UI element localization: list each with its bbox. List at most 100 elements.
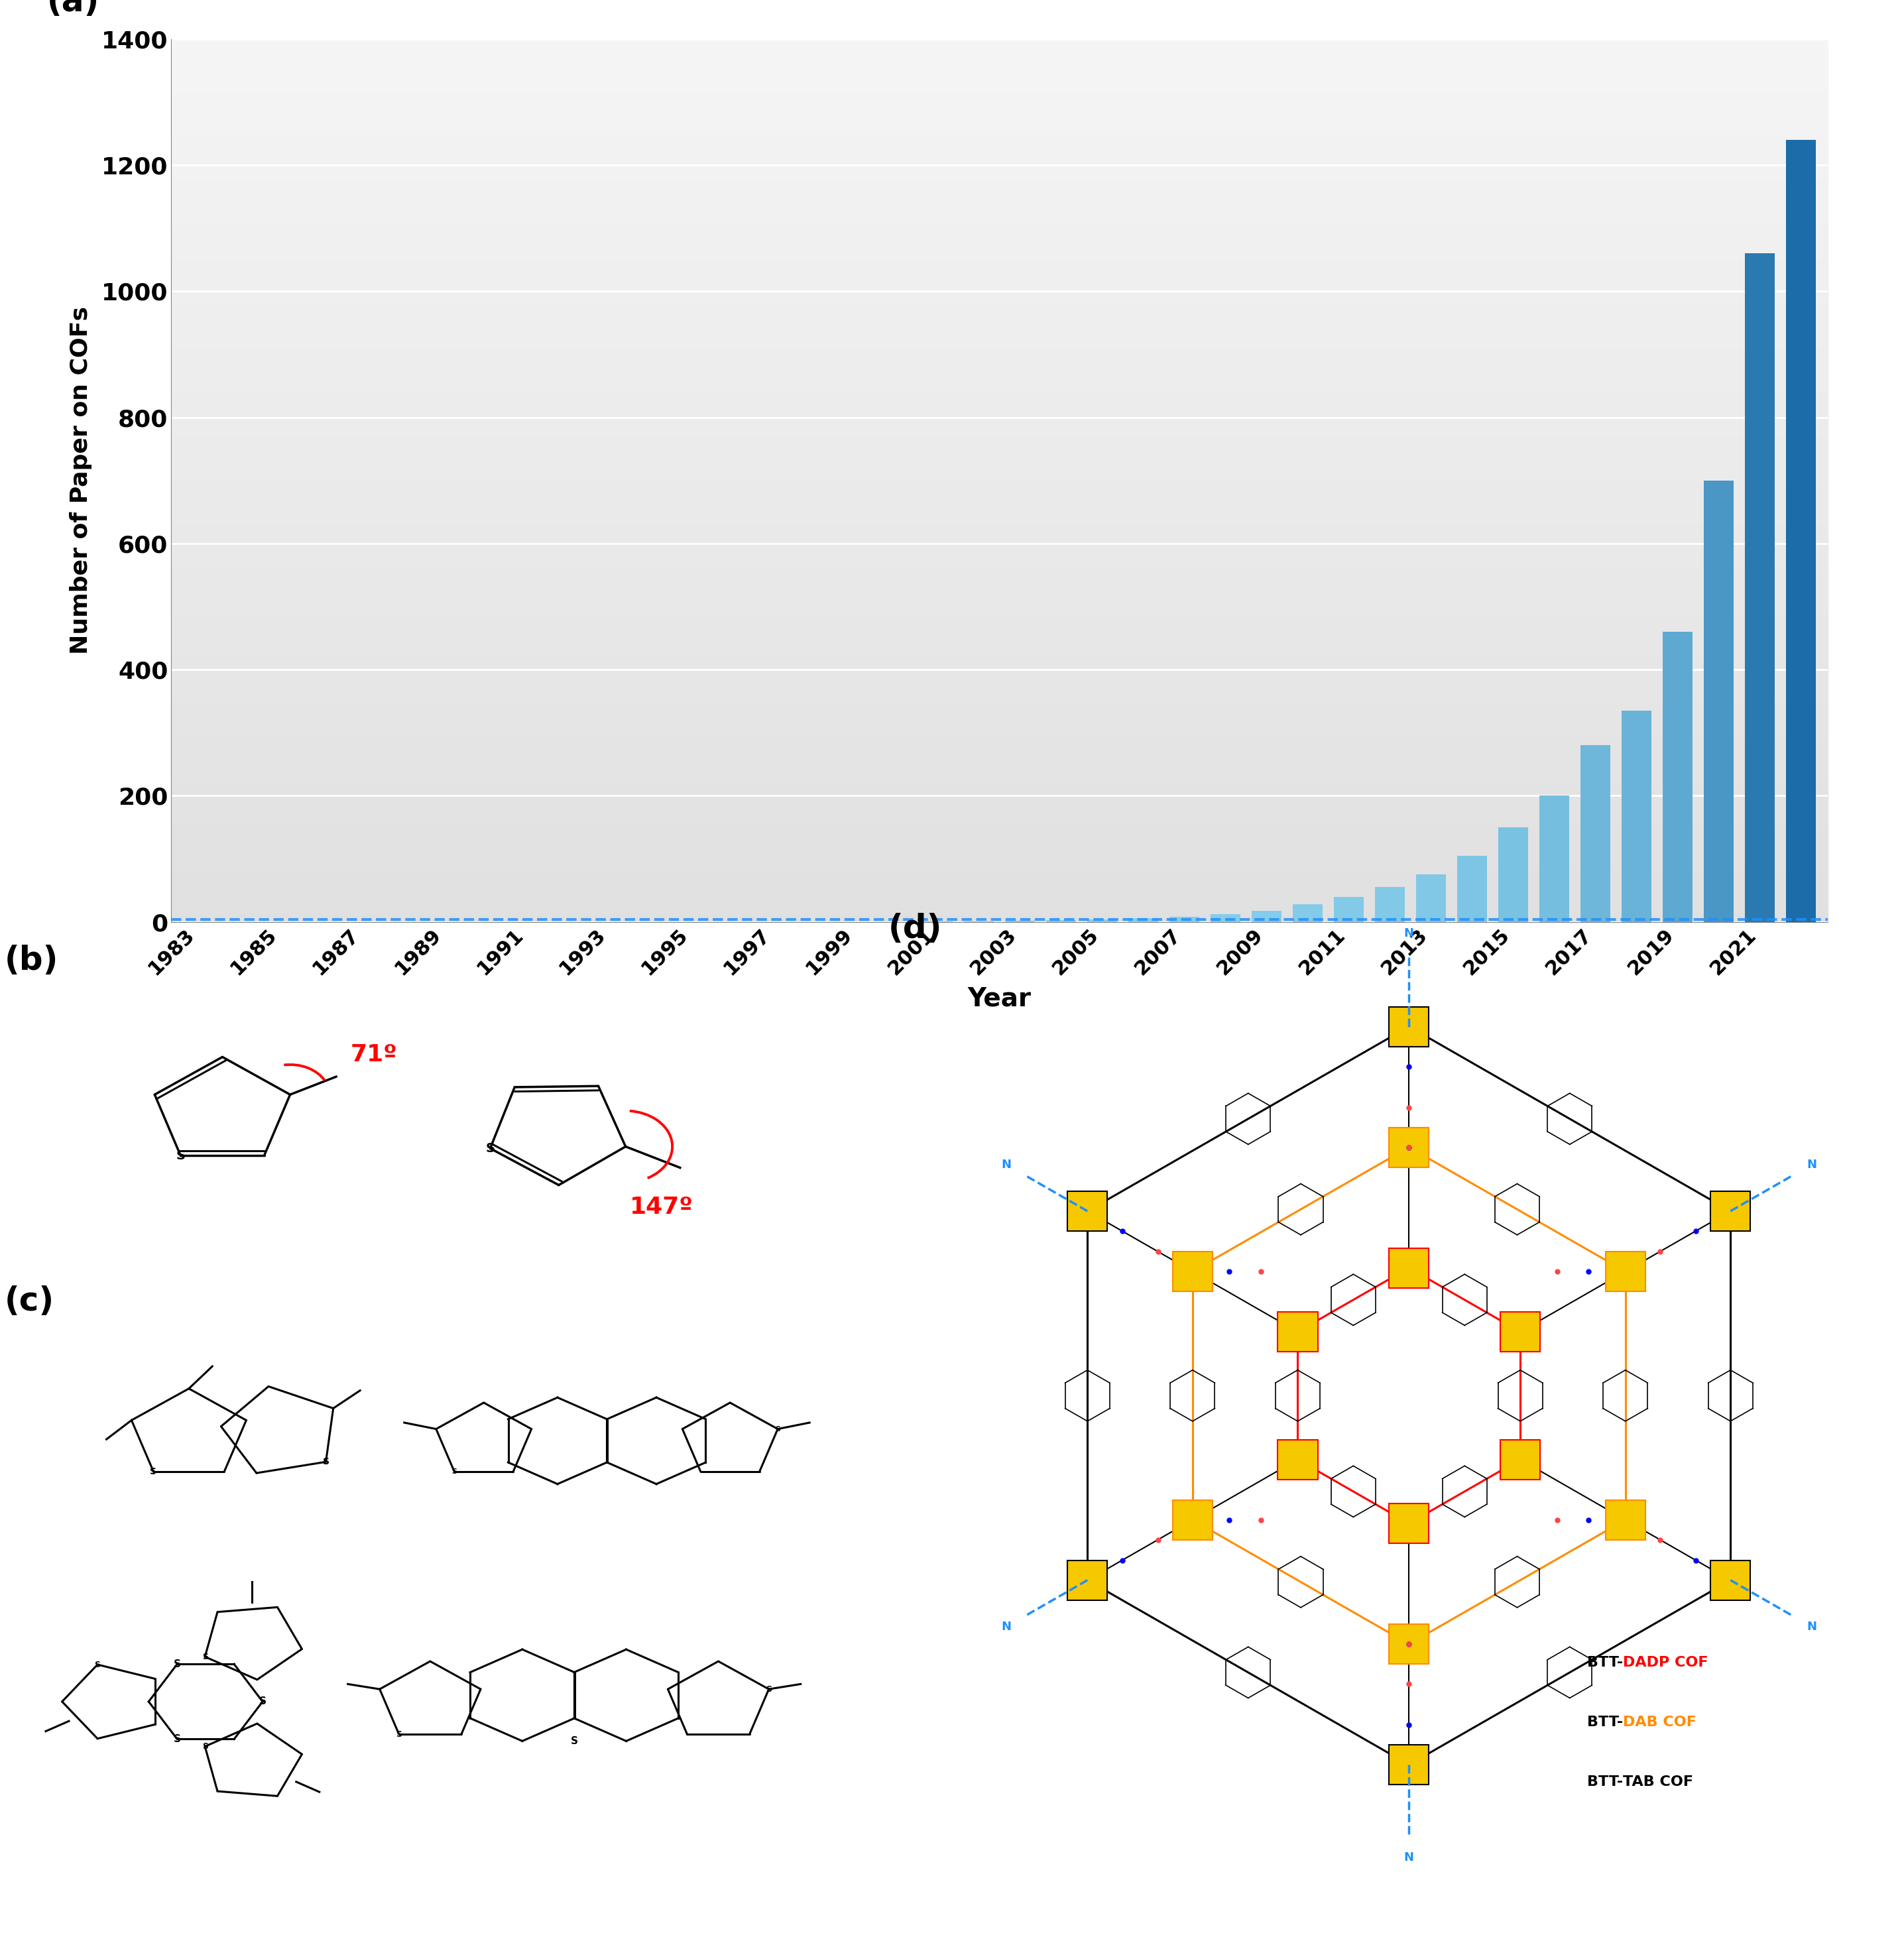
Bar <box>171 49 1828 56</box>
Bar <box>171 278 1828 285</box>
Bar <box>171 126 1828 136</box>
Bar <box>171 842 1828 852</box>
FancyBboxPatch shape <box>1068 1561 1108 1599</box>
Text: S: S <box>202 1743 208 1751</box>
Bar <box>171 74 1828 83</box>
Bar <box>171 666 1828 675</box>
Bar <box>171 437 1828 444</box>
Bar <box>171 586 1828 596</box>
Bar <box>171 736 1828 745</box>
FancyBboxPatch shape <box>1710 1561 1750 1599</box>
Bar <box>171 534 1828 542</box>
Bar <box>171 578 1828 586</box>
Bar <box>1662 631 1693 922</box>
Bar <box>171 365 1828 375</box>
Text: N: N <box>1403 928 1415 939</box>
Bar <box>171 790 1828 798</box>
Text: (a): (a) <box>48 0 99 17</box>
Bar <box>171 815 1828 825</box>
Bar <box>171 285 1828 295</box>
Bar <box>171 347 1828 357</box>
Bar <box>171 825 1828 835</box>
Text: S: S <box>173 1660 181 1669</box>
Bar <box>171 507 1828 516</box>
Bar <box>171 870 1828 877</box>
Bar <box>171 402 1828 410</box>
Bar <box>171 693 1828 701</box>
Bar <box>1704 479 1735 922</box>
Bar <box>171 39 1828 49</box>
Text: S: S <box>765 1685 771 1693</box>
Text: S: S <box>571 1735 579 1747</box>
Bar <box>171 631 1828 639</box>
Text: S: S <box>259 1696 267 1706</box>
Text: S: S <box>322 1458 329 1467</box>
Bar <box>171 66 1828 74</box>
Bar <box>171 427 1828 437</box>
Bar <box>1540 796 1569 922</box>
Text: S: S <box>775 1427 781 1432</box>
Bar <box>171 472 1828 479</box>
Bar <box>171 303 1828 313</box>
Bar <box>171 887 1828 895</box>
Text: S: S <box>451 1467 457 1475</box>
Bar <box>171 745 1828 755</box>
Bar <box>171 357 1828 365</box>
Bar <box>171 860 1828 870</box>
Bar <box>171 233 1828 243</box>
Text: S: S <box>95 1660 101 1669</box>
Bar <box>171 798 1828 807</box>
Bar <box>171 489 1828 499</box>
FancyBboxPatch shape <box>1500 1312 1540 1351</box>
Bar <box>171 728 1828 736</box>
Bar <box>171 153 1828 163</box>
Bar <box>171 313 1828 322</box>
Bar <box>171 56 1828 66</box>
Bar <box>171 701 1828 710</box>
Text: N: N <box>1002 1159 1011 1170</box>
FancyBboxPatch shape <box>1278 1312 1318 1351</box>
Bar <box>171 382 1828 392</box>
Bar <box>171 479 1828 489</box>
Bar <box>171 877 1828 887</box>
Bar <box>171 648 1828 656</box>
Text: S: S <box>173 1733 181 1745</box>
FancyBboxPatch shape <box>1605 1500 1645 1539</box>
Bar <box>171 763 1828 773</box>
Text: BTT-: BTT- <box>1588 1716 1622 1729</box>
FancyBboxPatch shape <box>1605 1252 1645 1291</box>
Bar <box>171 569 1828 578</box>
FancyBboxPatch shape <box>1388 1007 1428 1046</box>
Text: TAB COF: TAB COF <box>1622 1776 1693 1790</box>
Bar <box>1498 827 1529 922</box>
FancyBboxPatch shape <box>1388 1128 1428 1167</box>
FancyBboxPatch shape <box>1388 1248 1428 1287</box>
Bar <box>171 895 1828 905</box>
Bar <box>171 101 1828 109</box>
Bar <box>171 163 1828 171</box>
FancyBboxPatch shape <box>1710 1192 1750 1231</box>
Text: S: S <box>150 1467 156 1475</box>
Text: N: N <box>1807 1621 1816 1632</box>
Bar <box>1786 140 1816 922</box>
Bar <box>171 621 1828 631</box>
Bar <box>171 613 1828 621</box>
Bar <box>1253 910 1281 922</box>
Text: N: N <box>1807 1159 1816 1170</box>
Bar <box>171 91 1828 101</box>
Bar <box>171 683 1828 693</box>
Bar <box>1293 905 1323 922</box>
Bar <box>171 524 1828 534</box>
Bar <box>171 188 1828 198</box>
Bar <box>171 109 1828 118</box>
Bar <box>171 181 1828 188</box>
Bar <box>171 773 1828 780</box>
Bar <box>171 146 1828 153</box>
Bar <box>171 807 1828 815</box>
Bar <box>171 243 1828 250</box>
Bar <box>1375 887 1405 922</box>
Bar <box>1169 916 1200 922</box>
Bar <box>171 330 1828 340</box>
Bar <box>171 118 1828 126</box>
Bar <box>171 410 1828 419</box>
